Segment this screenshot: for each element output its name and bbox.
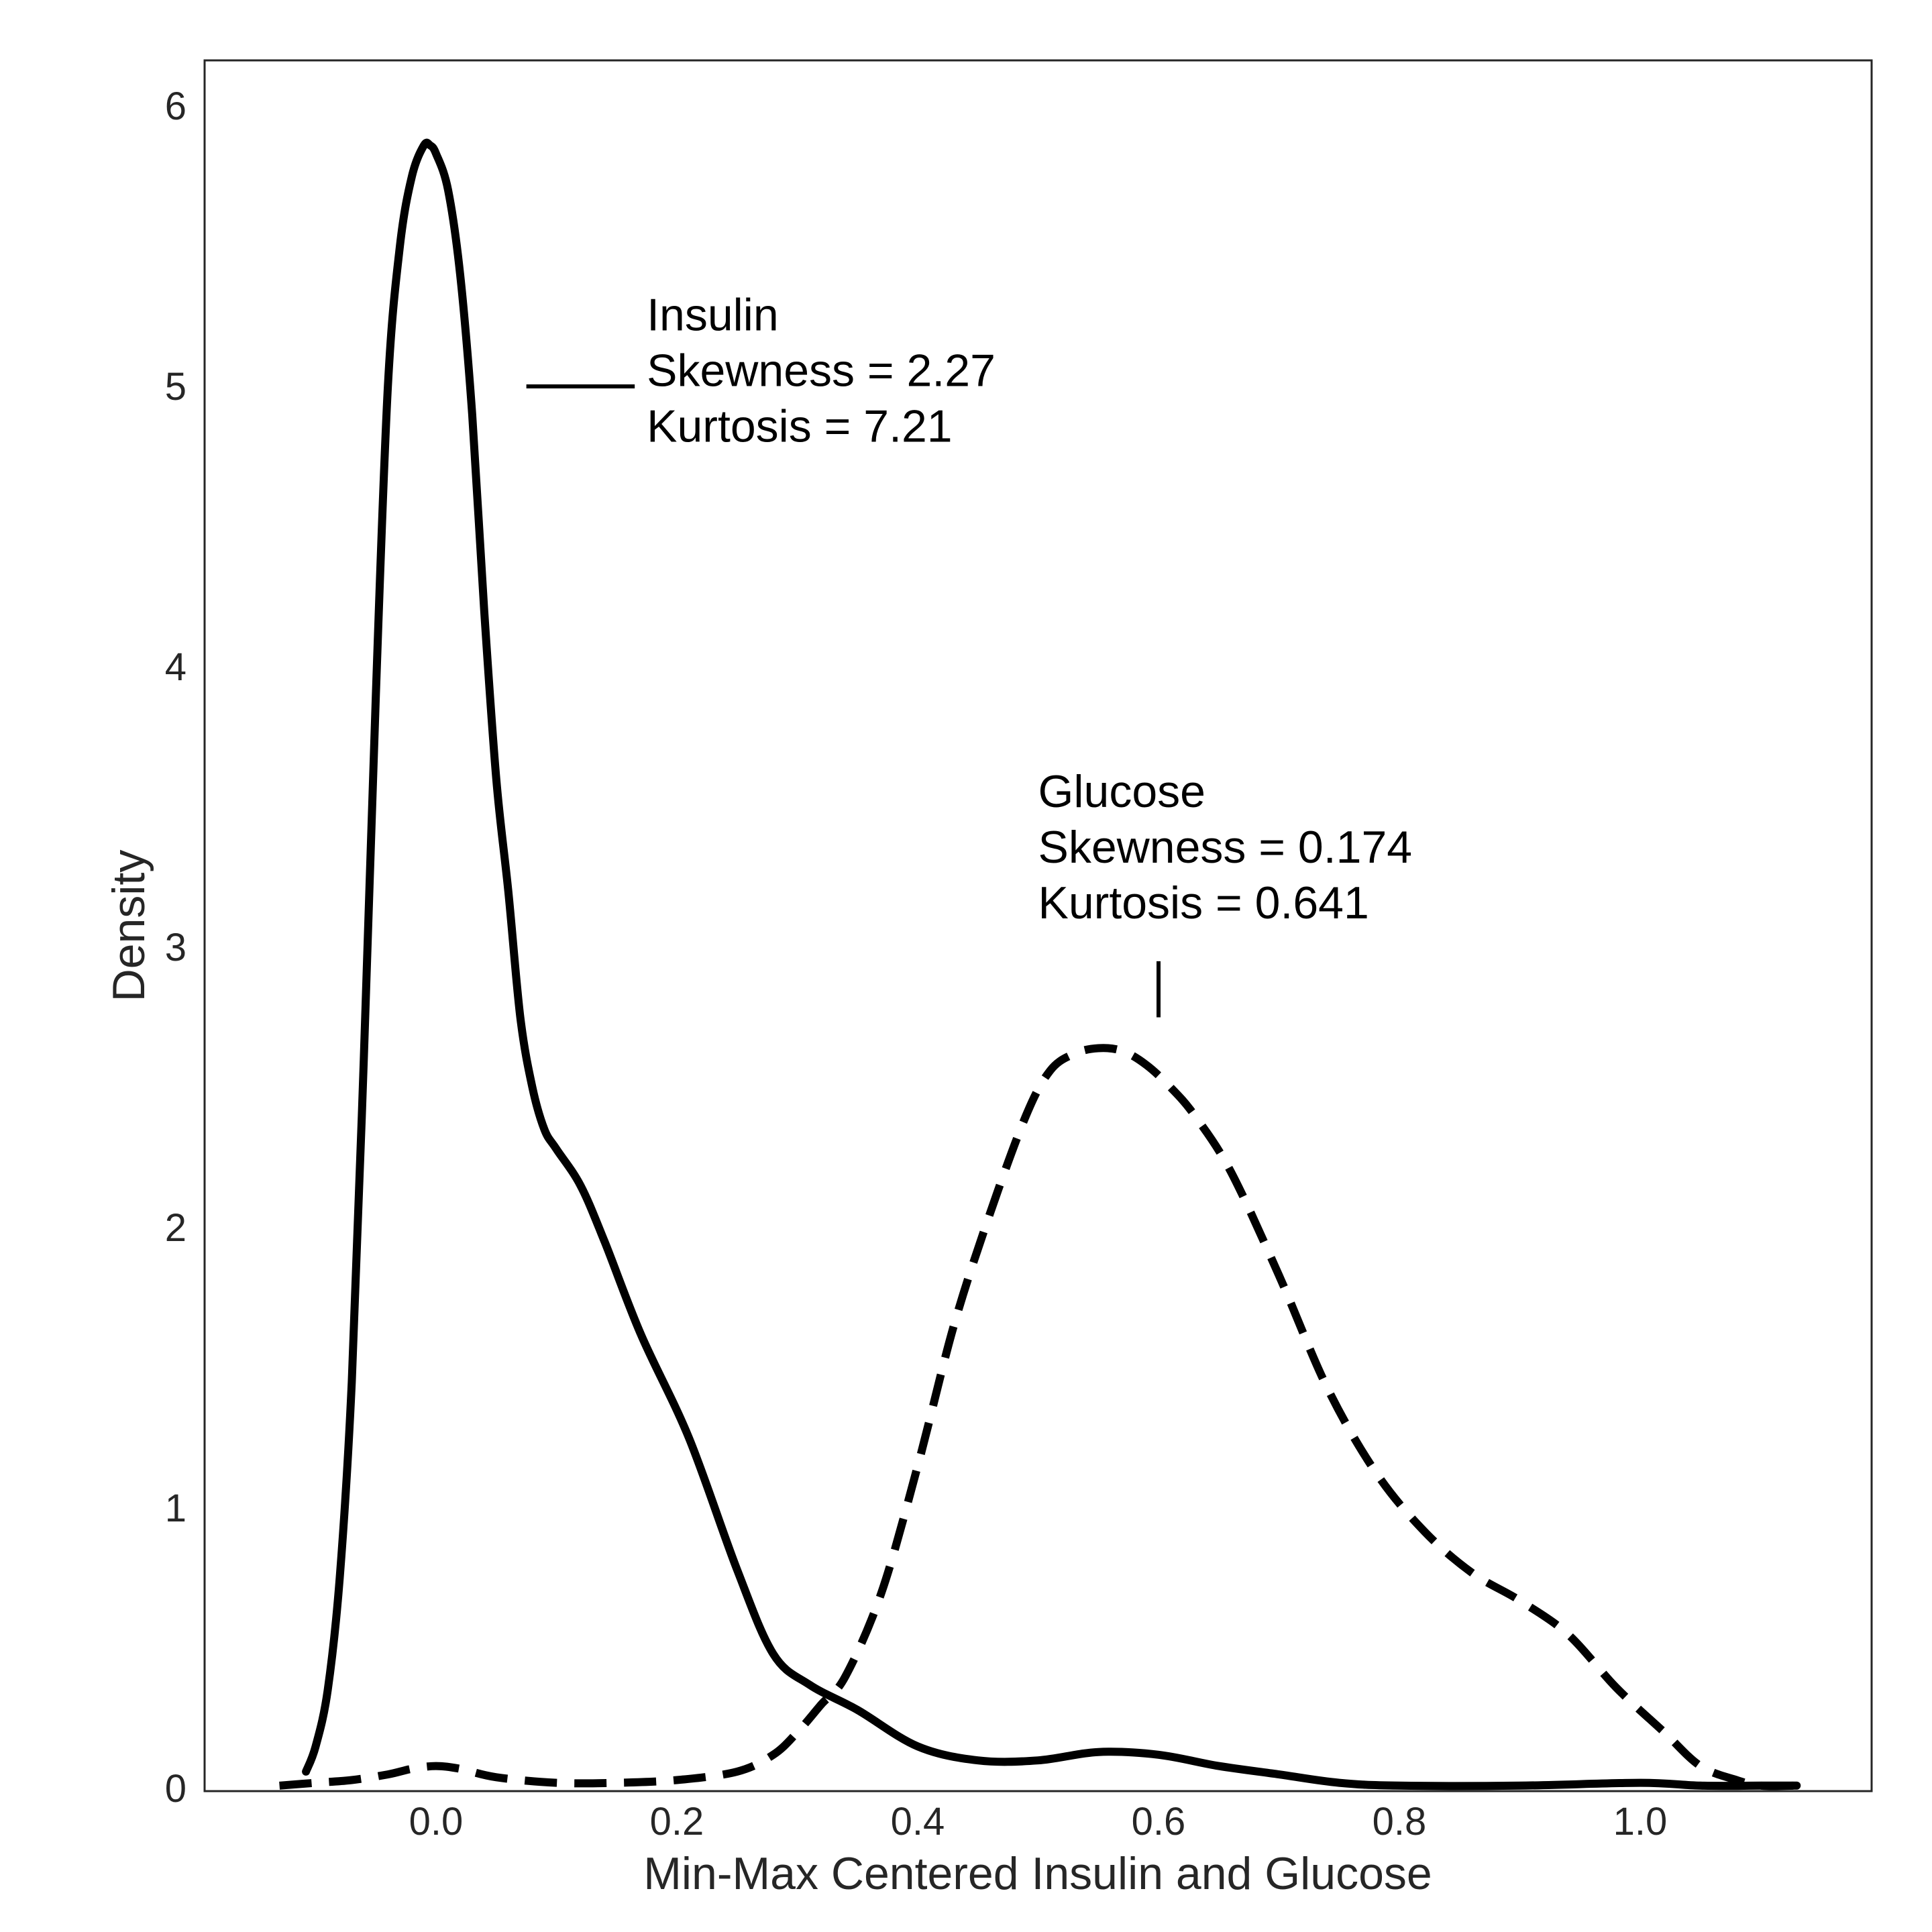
x-tick-label: 1.0 [1613,1800,1668,1843]
glucose-annotation-line: Kurtosis = 0.641 [1038,877,1369,928]
series-layer [279,138,1801,1790]
y-tick-label: 5 [165,365,186,409]
y-tick-label: 6 [165,85,186,128]
insulin-annotation-line: Kurtosis = 7.21 [647,400,952,451]
y-axis-title: Density [103,850,154,1002]
x-axis-title: Min-Max Centered Insulin and Glucose [643,1848,1432,1899]
insulin-annotation-line: Skewness = 2.27 [647,345,996,396]
solid-density-curve [302,138,1801,1790]
x-tick-label: 0.6 [1132,1800,1186,1843]
y-tick-label: 1 [165,1487,186,1530]
insulin-annotation-line: Insulin [647,289,779,340]
x-tick-label: 0.4 [891,1800,945,1843]
glucose-annotation-line: Skewness = 0.174 [1038,822,1413,873]
dashed-density-curve [279,1044,1797,1790]
y-tick-label: 0 [165,1767,186,1811]
y-tick-label: 2 [165,1206,186,1250]
glucose-annotation-line: Glucose [1038,766,1205,817]
x-tick-label: 0.2 [650,1800,704,1843]
x-tick-labels: 0.0 0.2 0.4 0.6 0.8 1.0 [409,1800,1668,1843]
y-tick-label: 4 [165,645,186,689]
x-tick-label: 0.0 [409,1800,464,1843]
plot-area [203,59,1873,1792]
y-tick-labels: 0 1 2 3 4 5 6 [165,85,186,1811]
x-tick-label: 0.8 [1373,1800,1427,1843]
y-tick-label: 3 [165,926,186,969]
